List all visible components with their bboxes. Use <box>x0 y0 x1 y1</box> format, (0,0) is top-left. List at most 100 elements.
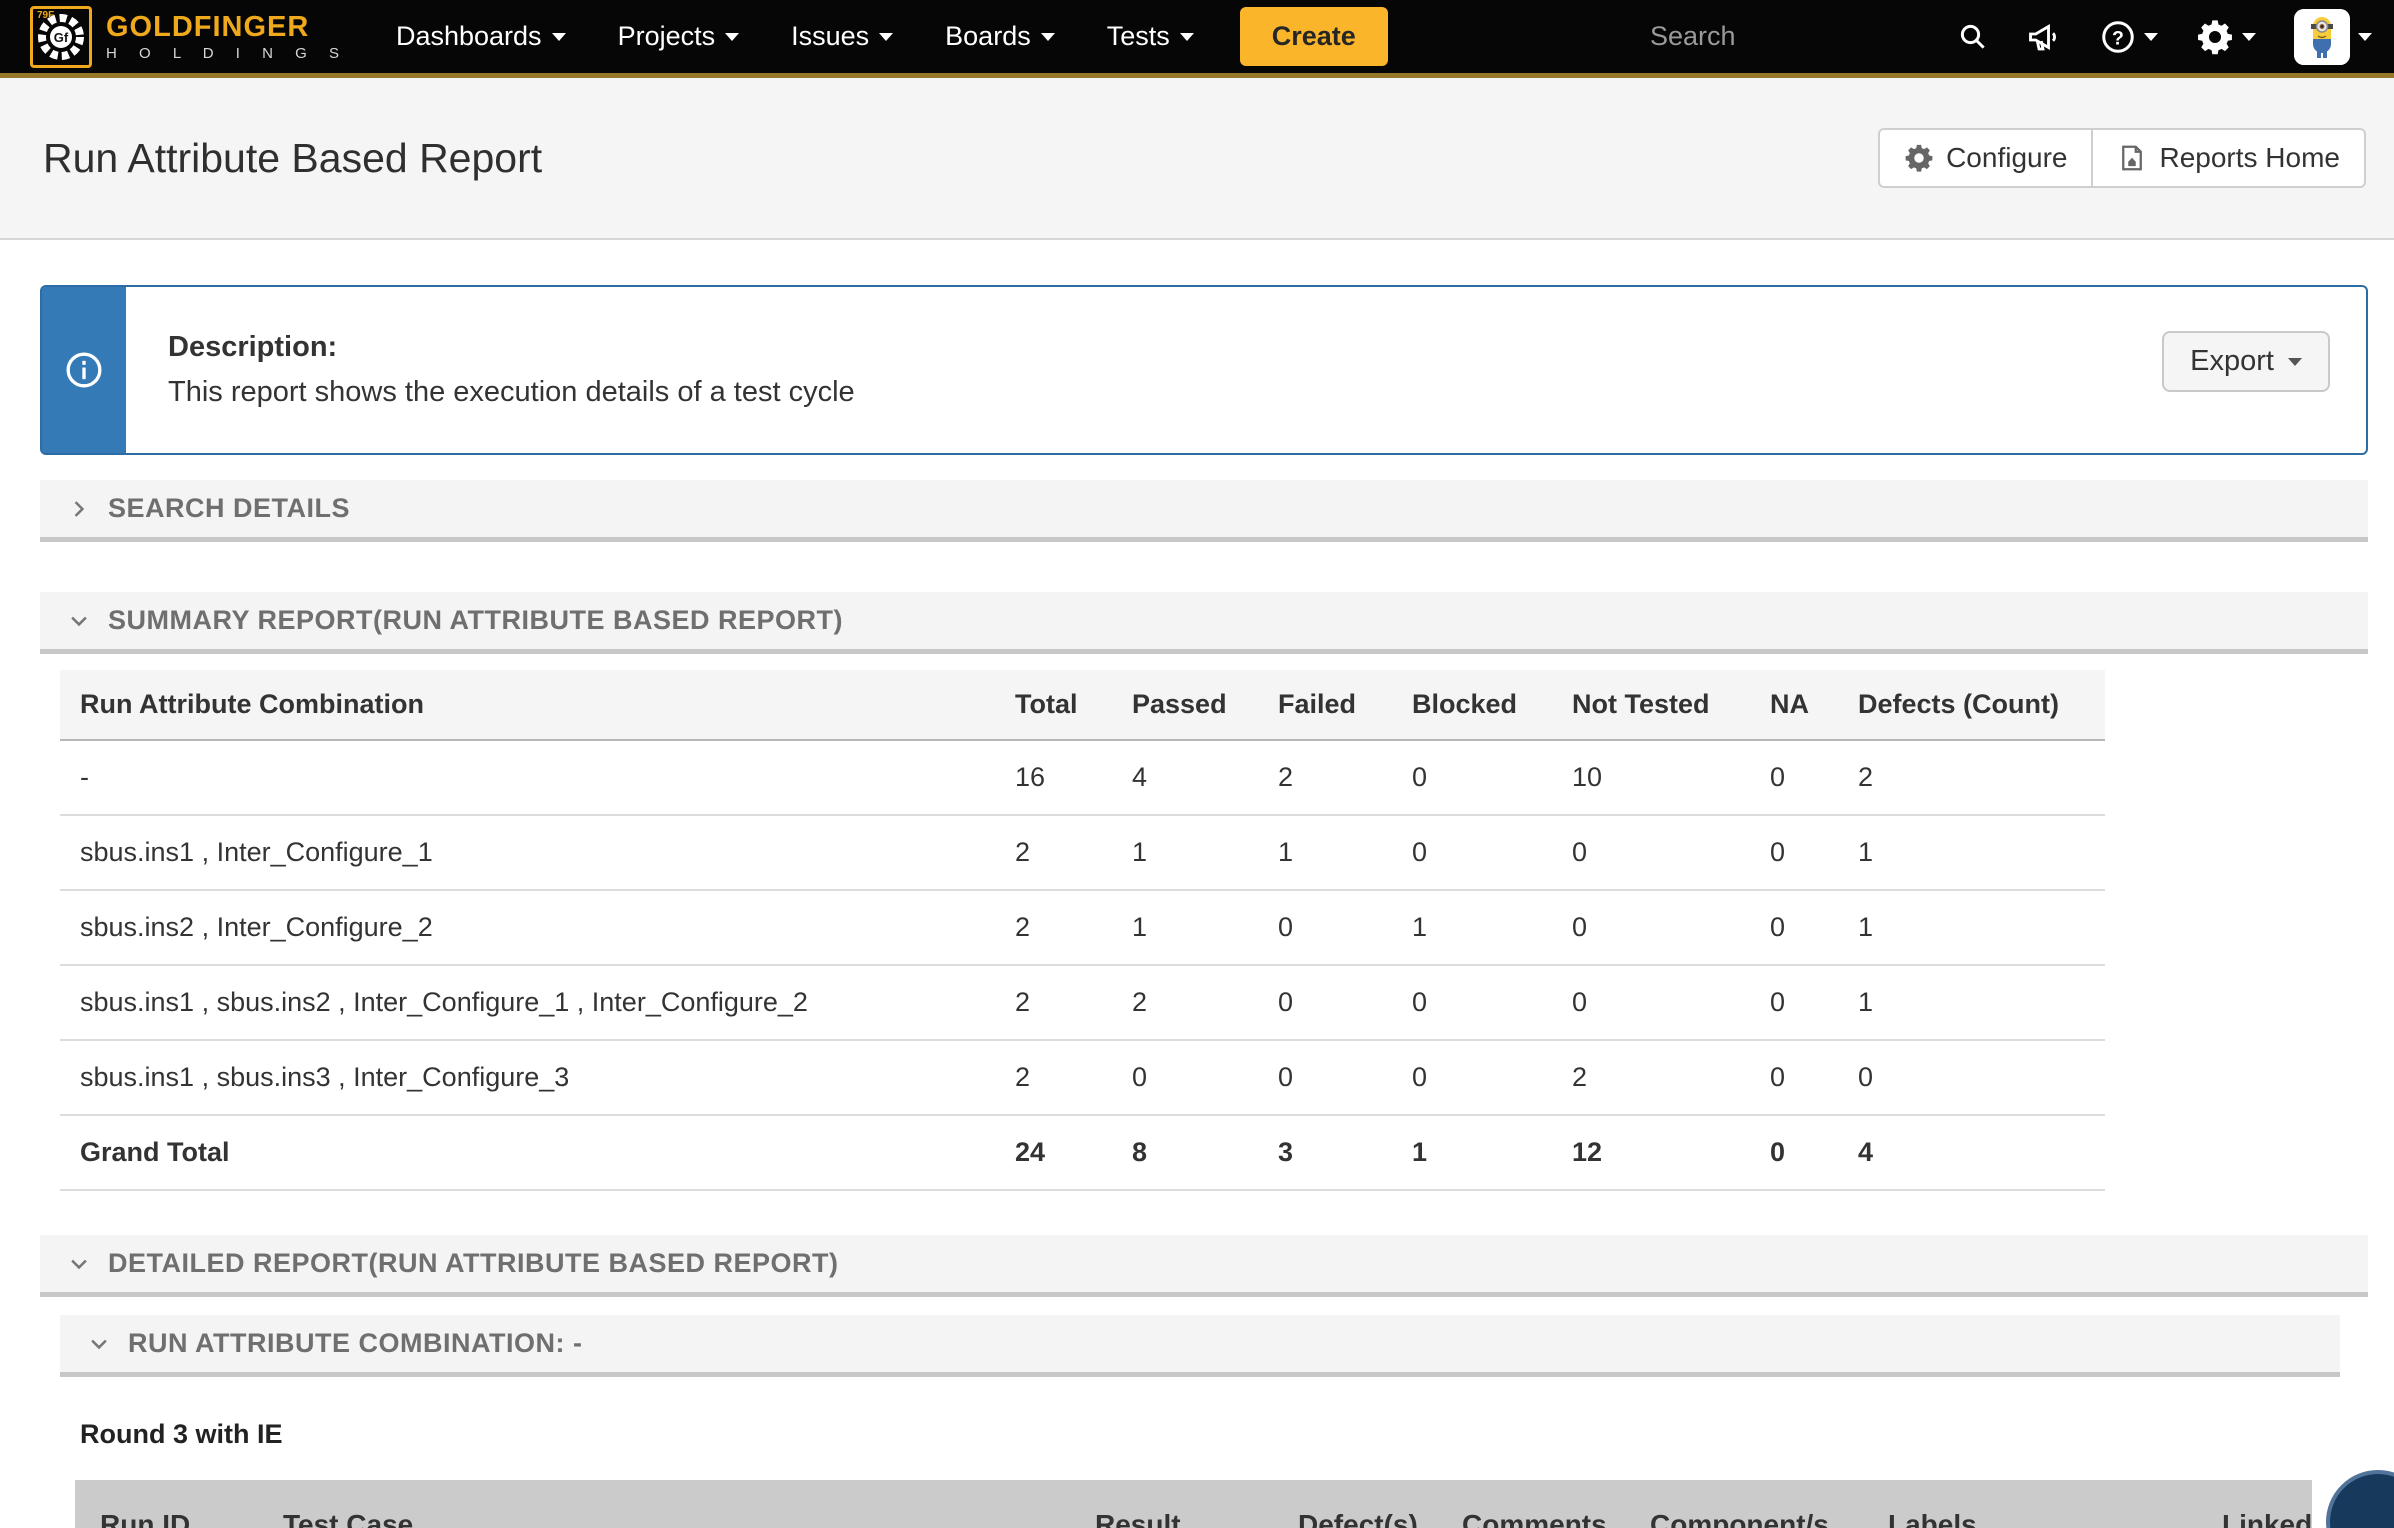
chevron-down-icon <box>1040 32 1055 41</box>
not-tested-cell: 0 <box>1572 965 1770 1041</box>
page-title: Run Attribute Based Report <box>43 134 543 181</box>
blocked-cell: 0 <box>1412 740 1572 816</box>
table-row: sbus.ins1 , sbus.ins3 , Inter_Configure_… <box>60 1040 2105 1116</box>
chevron-down-icon <box>879 32 894 41</box>
failed-cell: 1 <box>1278 815 1412 891</box>
section-label: RUN ATTRIBUTE COMBINATION: - <box>128 1328 583 1358</box>
table-row: - 16 4 2 0 10 0 2 <box>60 740 2105 816</box>
nav-item-boards[interactable]: Boards <box>945 21 1055 52</box>
defects-count-link[interactable]: 2 <box>1858 740 2105 816</box>
column-header: Component/s <box>1650 1509 1829 1528</box>
passed-cell: 1 <box>1132 890 1278 966</box>
help-menu[interactable]: ? <box>2100 19 2158 55</box>
section-search-details[interactable]: SEARCH DETAILS <box>40 480 2368 542</box>
configure-button-label: Configure <box>1946 142 2068 173</box>
blocked-cell: 1 <box>1412 1115 1572 1191</box>
column-header: Run Attribute Combination <box>60 670 1015 741</box>
passed-cell: 8 <box>1132 1115 1278 1191</box>
report-home-icon <box>2122 145 2143 171</box>
section-run-attribute-combination[interactable]: RUN ATTRIBUTE COMBINATION: - <box>60 1315 2340 1377</box>
combination-cell: sbus.ins2 , Inter_Configure_2 <box>60 890 1015 966</box>
na-cell: 0 <box>1770 890 1858 966</box>
passed-cell: 2 <box>1132 965 1278 1041</box>
search-input[interactable] <box>1650 21 1920 52</box>
chevron-down-icon <box>91 1339 107 1349</box>
column-header: Not Tested <box>1572 670 1770 741</box>
total-cell: 2 <box>1015 890 1132 966</box>
failed-cell: 3 <box>1278 1115 1412 1191</box>
column-header: Linked <box>2222 1509 2313 1528</box>
total-cell: 16 <box>1015 740 1132 816</box>
admin-settings-menu[interactable] <box>2196 18 2256 56</box>
failed-cell: 0 <box>1278 1040 1412 1116</box>
not-tested-cell: 10 <box>1572 740 1770 816</box>
chevron-down-icon <box>71 616 87 626</box>
column-header: Test Case <box>283 1509 414 1528</box>
avatar <box>2294 8 2350 65</box>
not-tested-cell: 12 <box>1572 1115 1770 1191</box>
company-logo[interactable]: 79F Gf <box>30 5 92 68</box>
gear-emblem-icon: Gf <box>38 13 84 60</box>
user-profile-menu[interactable] <box>2294 8 2372 65</box>
passed-cell: 4 <box>1132 740 1278 816</box>
table-row: sbus.ins2 , Inter_Configure_2 2 1 0 1 0 … <box>60 890 2105 966</box>
description-label: Description: <box>168 331 338 363</box>
defects-count-link[interactable]: 1 <box>1858 815 2105 891</box>
failed-cell: 2 <box>1278 740 1412 816</box>
gear-icon <box>2198 19 2232 54</box>
help-icon: ? <box>2102 20 2134 53</box>
nav-item-projects[interactable]: Projects <box>618 21 740 52</box>
announcements-megaphone-icon[interactable] <box>2026 19 2062 55</box>
column-header: Comments <box>1462 1509 1607 1528</box>
chevron-down-icon <box>1179 32 1194 41</box>
na-cell: 0 <box>1770 965 1858 1041</box>
search-icon[interactable] <box>1958 22 1988 52</box>
chevron-right-icon <box>74 500 85 517</box>
column-header: NA <box>1770 670 1858 741</box>
column-header: Result <box>1095 1509 1181 1528</box>
summary-table: Run Attribute Combination Total Passed F… <box>60 670 2105 1191</box>
blocked-cell: 0 <box>1412 1040 1572 1116</box>
chevron-down-icon <box>2288 357 2302 366</box>
column-header: Labels <box>1888 1509 1977 1528</box>
column-header: Blocked <box>1412 670 1572 741</box>
description-body: Description: This report shows the execu… <box>126 287 2162 453</box>
export-button-label: Export <box>2190 345 2274 377</box>
logo-name: GOLDFINGER <box>106 10 310 43</box>
export-button[interactable]: Export <box>2162 331 2330 392</box>
failed-cell: 0 <box>1278 890 1412 966</box>
defects-count-cell: 4 <box>1858 1115 2105 1191</box>
create-button[interactable]: Create <box>1239 7 1388 66</box>
combination-cell: sbus.ins1 , sbus.ins3 , Inter_Configure_… <box>60 1040 1015 1116</box>
svg-text:Gf: Gf <box>54 30 69 45</box>
top-navigation-bar: 79F Gf GOLDFINGER H O L D I N G S Dashbo… <box>0 0 2394 78</box>
svg-text:?: ? <box>2112 27 2124 49</box>
logo-badge-text: 79F <box>37 9 55 21</box>
report-content: Description: This report shows the execu… <box>0 285 2394 1528</box>
column-header: Defects (Count) <box>1858 670 2105 741</box>
grand-total-label: Grand Total <box>60 1115 1015 1191</box>
reports-home-button[interactable]: Reports Home <box>2093 128 2366 188</box>
section-label: DETAILED REPORT(RUN ATTRIBUTE BASED REPO… <box>108 1248 839 1278</box>
chevron-down-icon <box>71 1259 87 1269</box>
section-detailed-report[interactable]: DETAILED REPORT(RUN ATTRIBUTE BASED REPO… <box>40 1235 2368 1297</box>
total-cell: 2 <box>1015 1040 1132 1116</box>
section-summary-report[interactable]: SUMMARY REPORT(RUN ATTRIBUTE BASED REPOR… <box>40 592 2368 654</box>
nav-item-label: Projects <box>617 21 716 51</box>
detailed-table-header-row: Run ID Test Case Result Defect(s) Commen… <box>75 1480 2312 1528</box>
blocked-cell: 0 <box>1412 965 1572 1041</box>
nav-item-issues[interactable]: Issues <box>791 21 894 52</box>
primary-nav-menu: Dashboards Projects Issues Boards Tests <box>396 21 1194 52</box>
defects-count-link[interactable]: 1 <box>1858 890 2105 966</box>
passed-cell: 1 <box>1132 815 1278 891</box>
nav-item-label: Dashboards <box>395 21 542 51</box>
gear-icon <box>1905 144 1933 172</box>
nav-item-tests[interactable]: Tests <box>1107 21 1194 52</box>
column-header: Passed <box>1132 670 1278 741</box>
not-tested-cell: 0 <box>1572 815 1770 891</box>
table-row: sbus.ins1 , Inter_Configure_1 2 1 1 0 0 … <box>60 815 2105 891</box>
not-tested-cell: 0 <box>1572 890 1770 966</box>
defects-count-link[interactable]: 1 <box>1858 965 2105 1041</box>
configure-button[interactable]: Configure <box>1878 128 2094 188</box>
nav-item-dashboards[interactable]: Dashboards <box>396 21 566 52</box>
